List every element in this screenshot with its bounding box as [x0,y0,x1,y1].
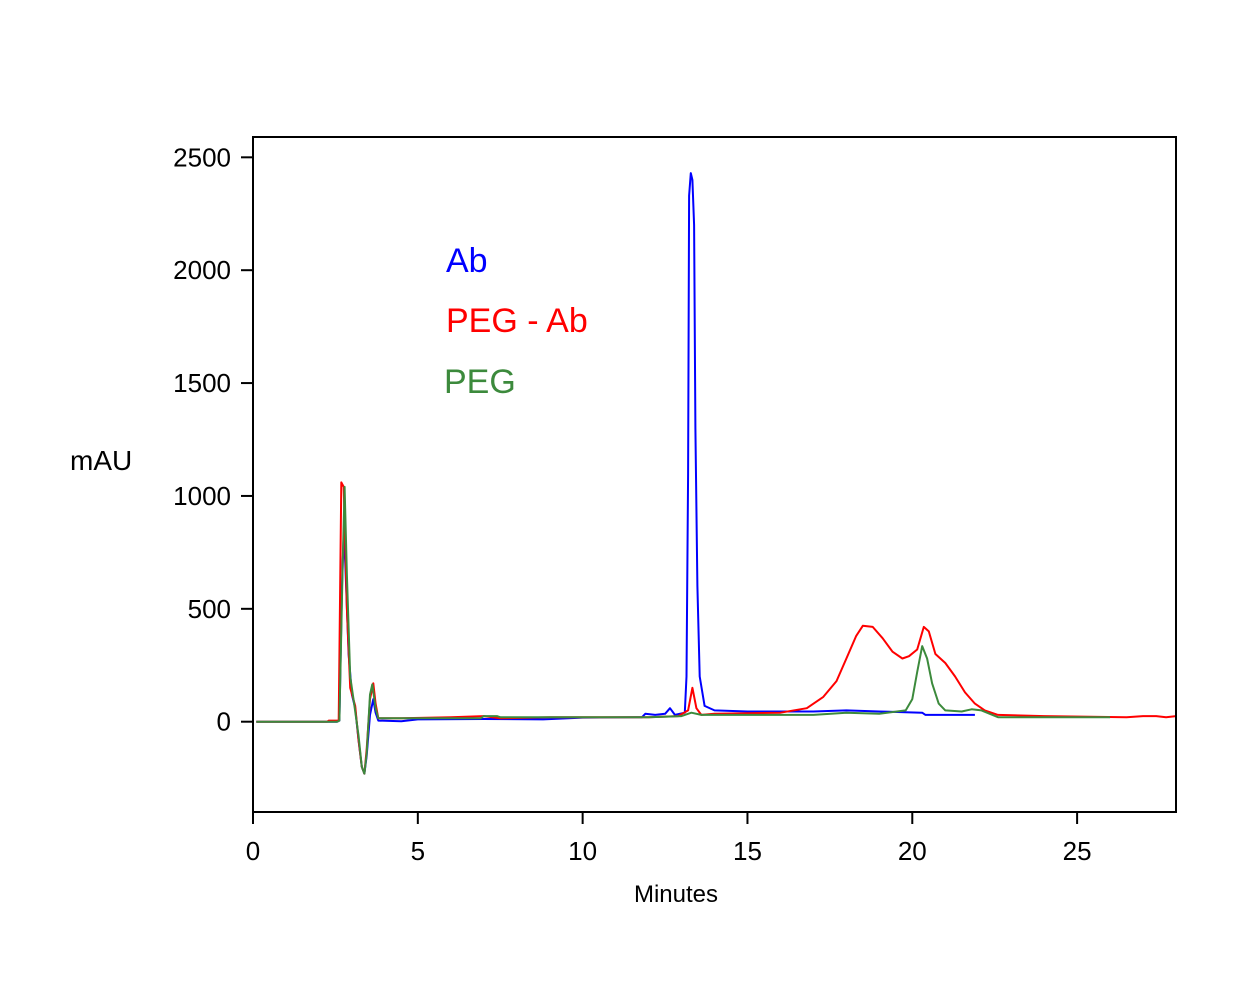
x-tick-label: 15 [733,836,762,866]
series-line-peg [256,485,1111,775]
legend: Ab PEG - Ab PEG [444,242,588,401]
x-tick-label: 10 [568,836,597,866]
legend-entry-peg: PEG [444,363,516,401]
x-tick-label: 0 [246,836,260,866]
y-tick-label: 500 [188,594,231,624]
legend-entry-ab: Ab [446,242,488,280]
y-tick-label: 2500 [173,142,231,172]
series-line-peg-ab [256,481,1177,775]
y-tick-label: 1500 [173,368,231,398]
x-tick-label: 5 [411,836,425,866]
x-tick-label: 20 [898,836,927,866]
y-axis: 0 500 1000 1500 2000 2500 [173,142,253,737]
y-tick-label: 1000 [173,481,231,511]
x-tick-label: 25 [1063,836,1092,866]
x-axis: 0 5 10 15 20 25 [246,812,1092,866]
plot-frame [252,136,1177,813]
x-axis-label: Minutes [634,881,718,908]
legend-entry-peg-ab: PEG - Ab [446,302,588,340]
y-tick-label: 0 [217,707,231,737]
series-line-ab [256,172,975,775]
y-axis-label: mAU [70,445,132,476]
plot-lines [256,172,1177,775]
y-tick-label: 2000 [173,255,231,285]
